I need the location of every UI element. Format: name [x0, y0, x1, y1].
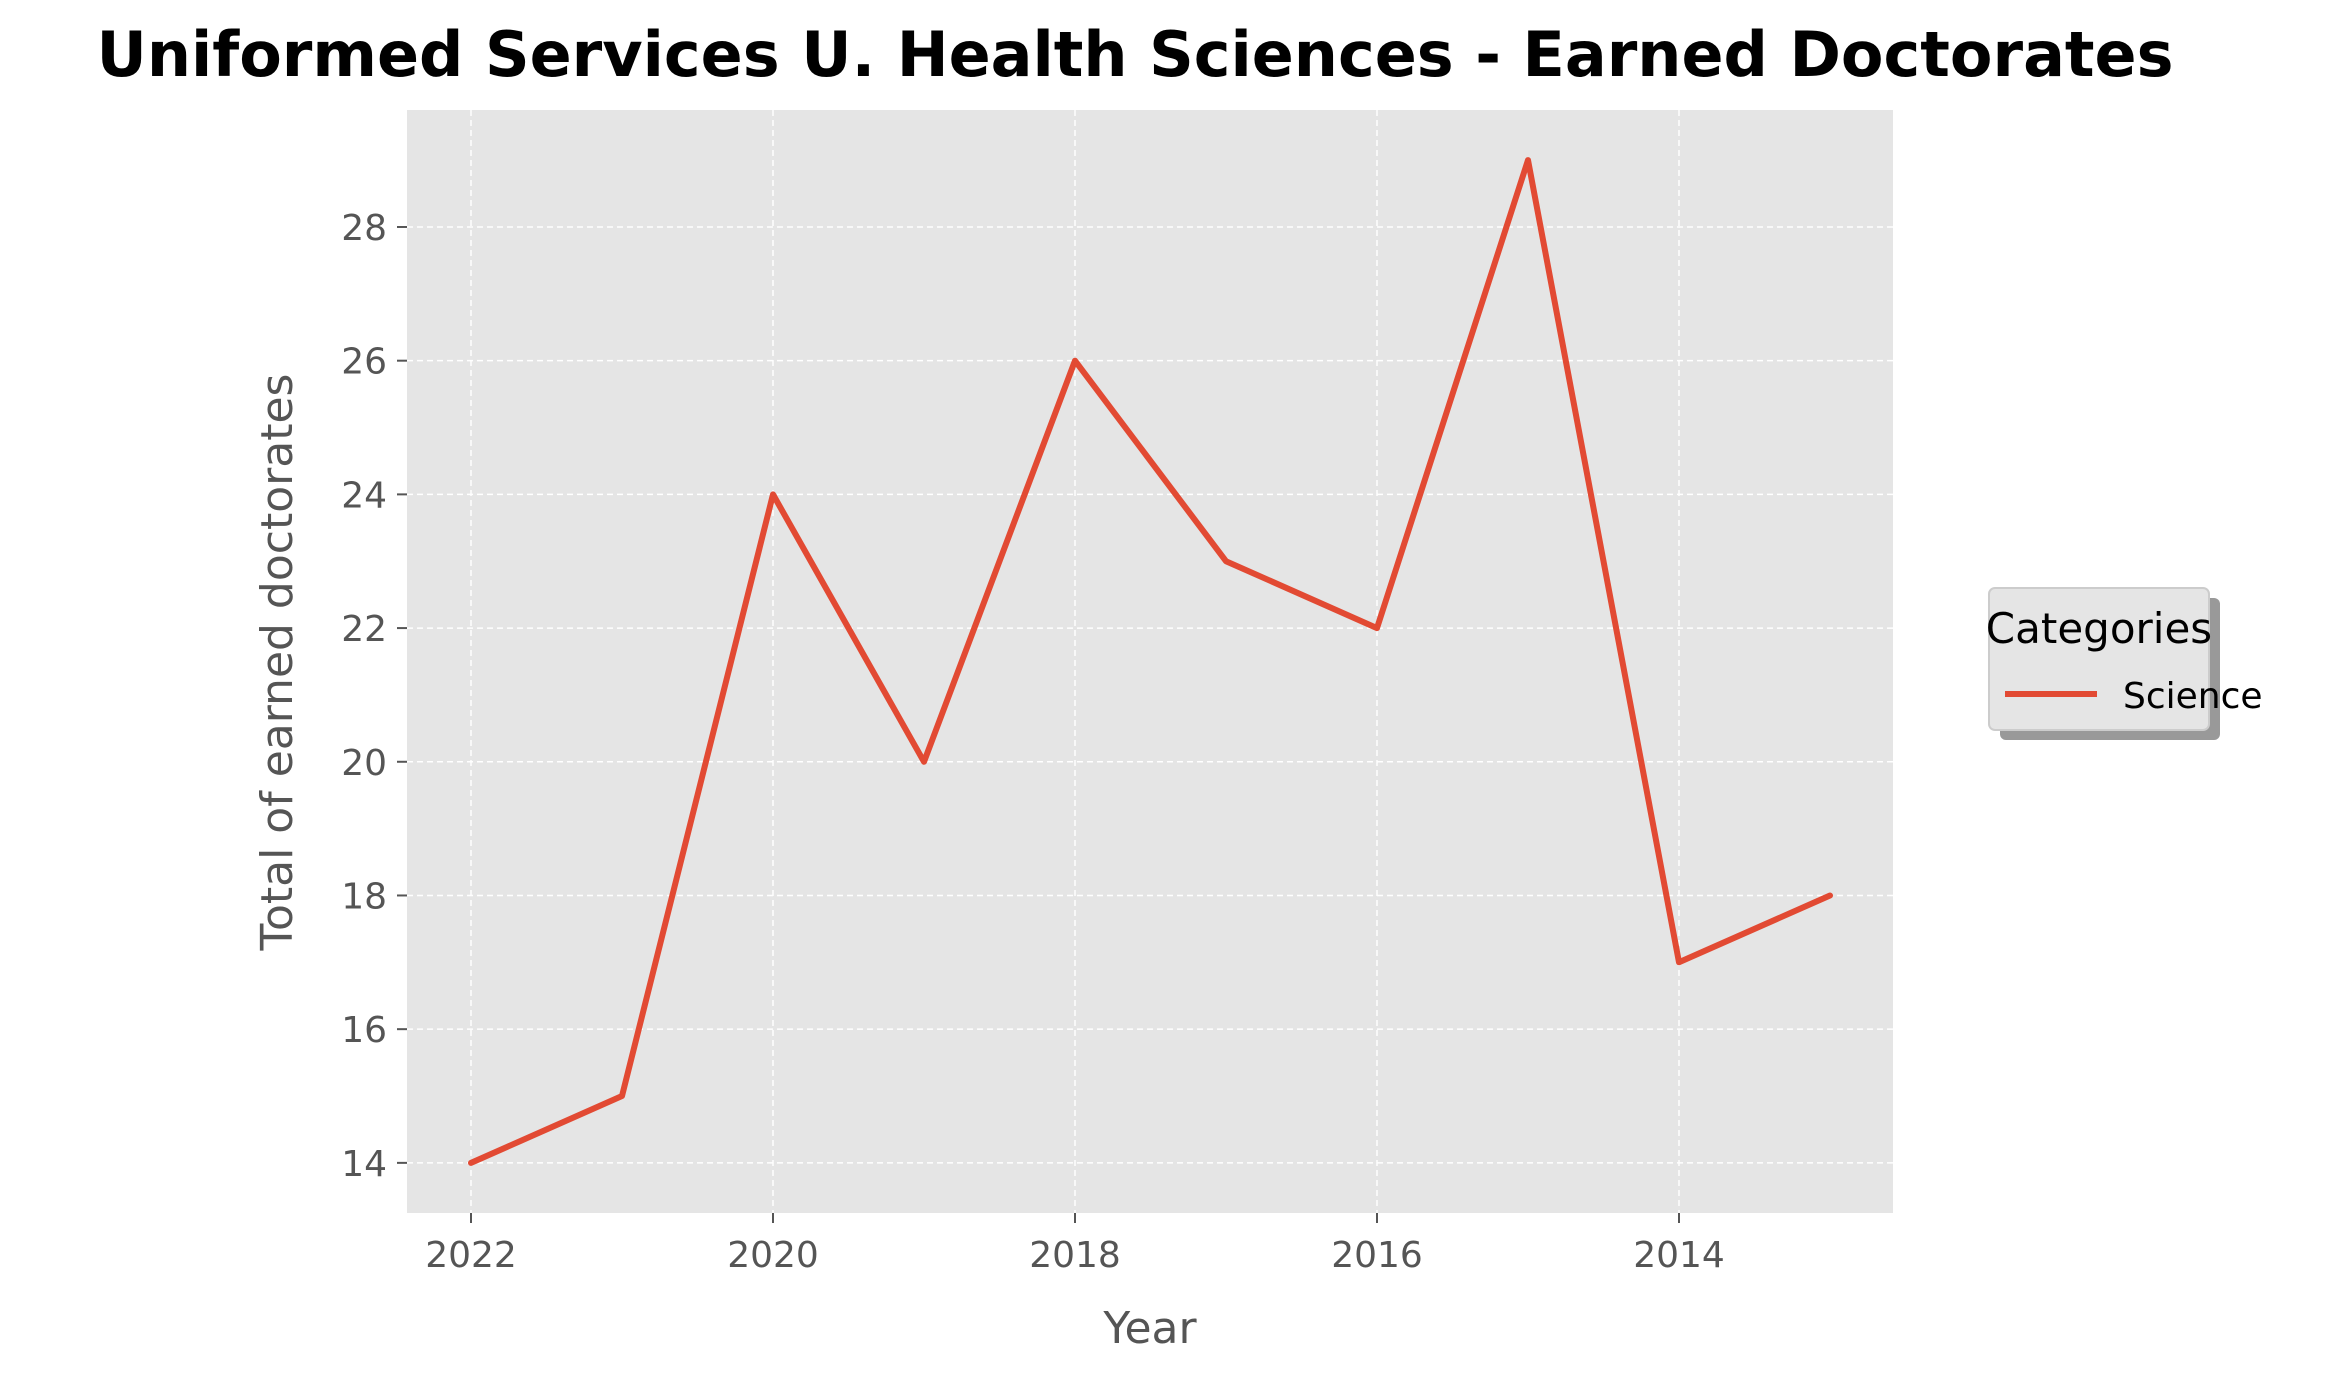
x-axis-label: Year	[1102, 1303, 1197, 1354]
x-tick-label: 2020	[727, 1235, 819, 1276]
legend-label-science: Science	[2123, 676, 2263, 717]
x-tick-label: 2016	[1331, 1235, 1423, 1276]
y-tick-label: 14	[341, 1144, 387, 1185]
x-tick-label: 2014	[1633, 1235, 1725, 1276]
y-tick-label: 28	[341, 208, 387, 249]
y-tick-label: 26	[341, 342, 387, 383]
y-tick-label: 18	[341, 876, 387, 917]
series-layer	[468, 157, 1833, 1166]
y-tick-label: 20	[341, 743, 387, 784]
legend: Categories Science	[1986, 587, 2263, 740]
y-axis-label: Total of earned doctorates	[252, 374, 303, 952]
x-tick-label: 2018	[1029, 1235, 1121, 1276]
x-tick-label: 2022	[425, 1235, 517, 1276]
plot-area	[407, 110, 1893, 1213]
legend-title: Categories	[1986, 604, 2212, 653]
series-line-science	[468, 157, 1833, 1166]
chart-title: Uniformed Services U. Health Sciences - …	[96, 18, 2173, 91]
grid	[407, 110, 1893, 1213]
y-tick-label: 16	[341, 1010, 387, 1051]
y-tick-label: 24	[341, 475, 387, 516]
y-tick-label: 22	[341, 609, 387, 650]
